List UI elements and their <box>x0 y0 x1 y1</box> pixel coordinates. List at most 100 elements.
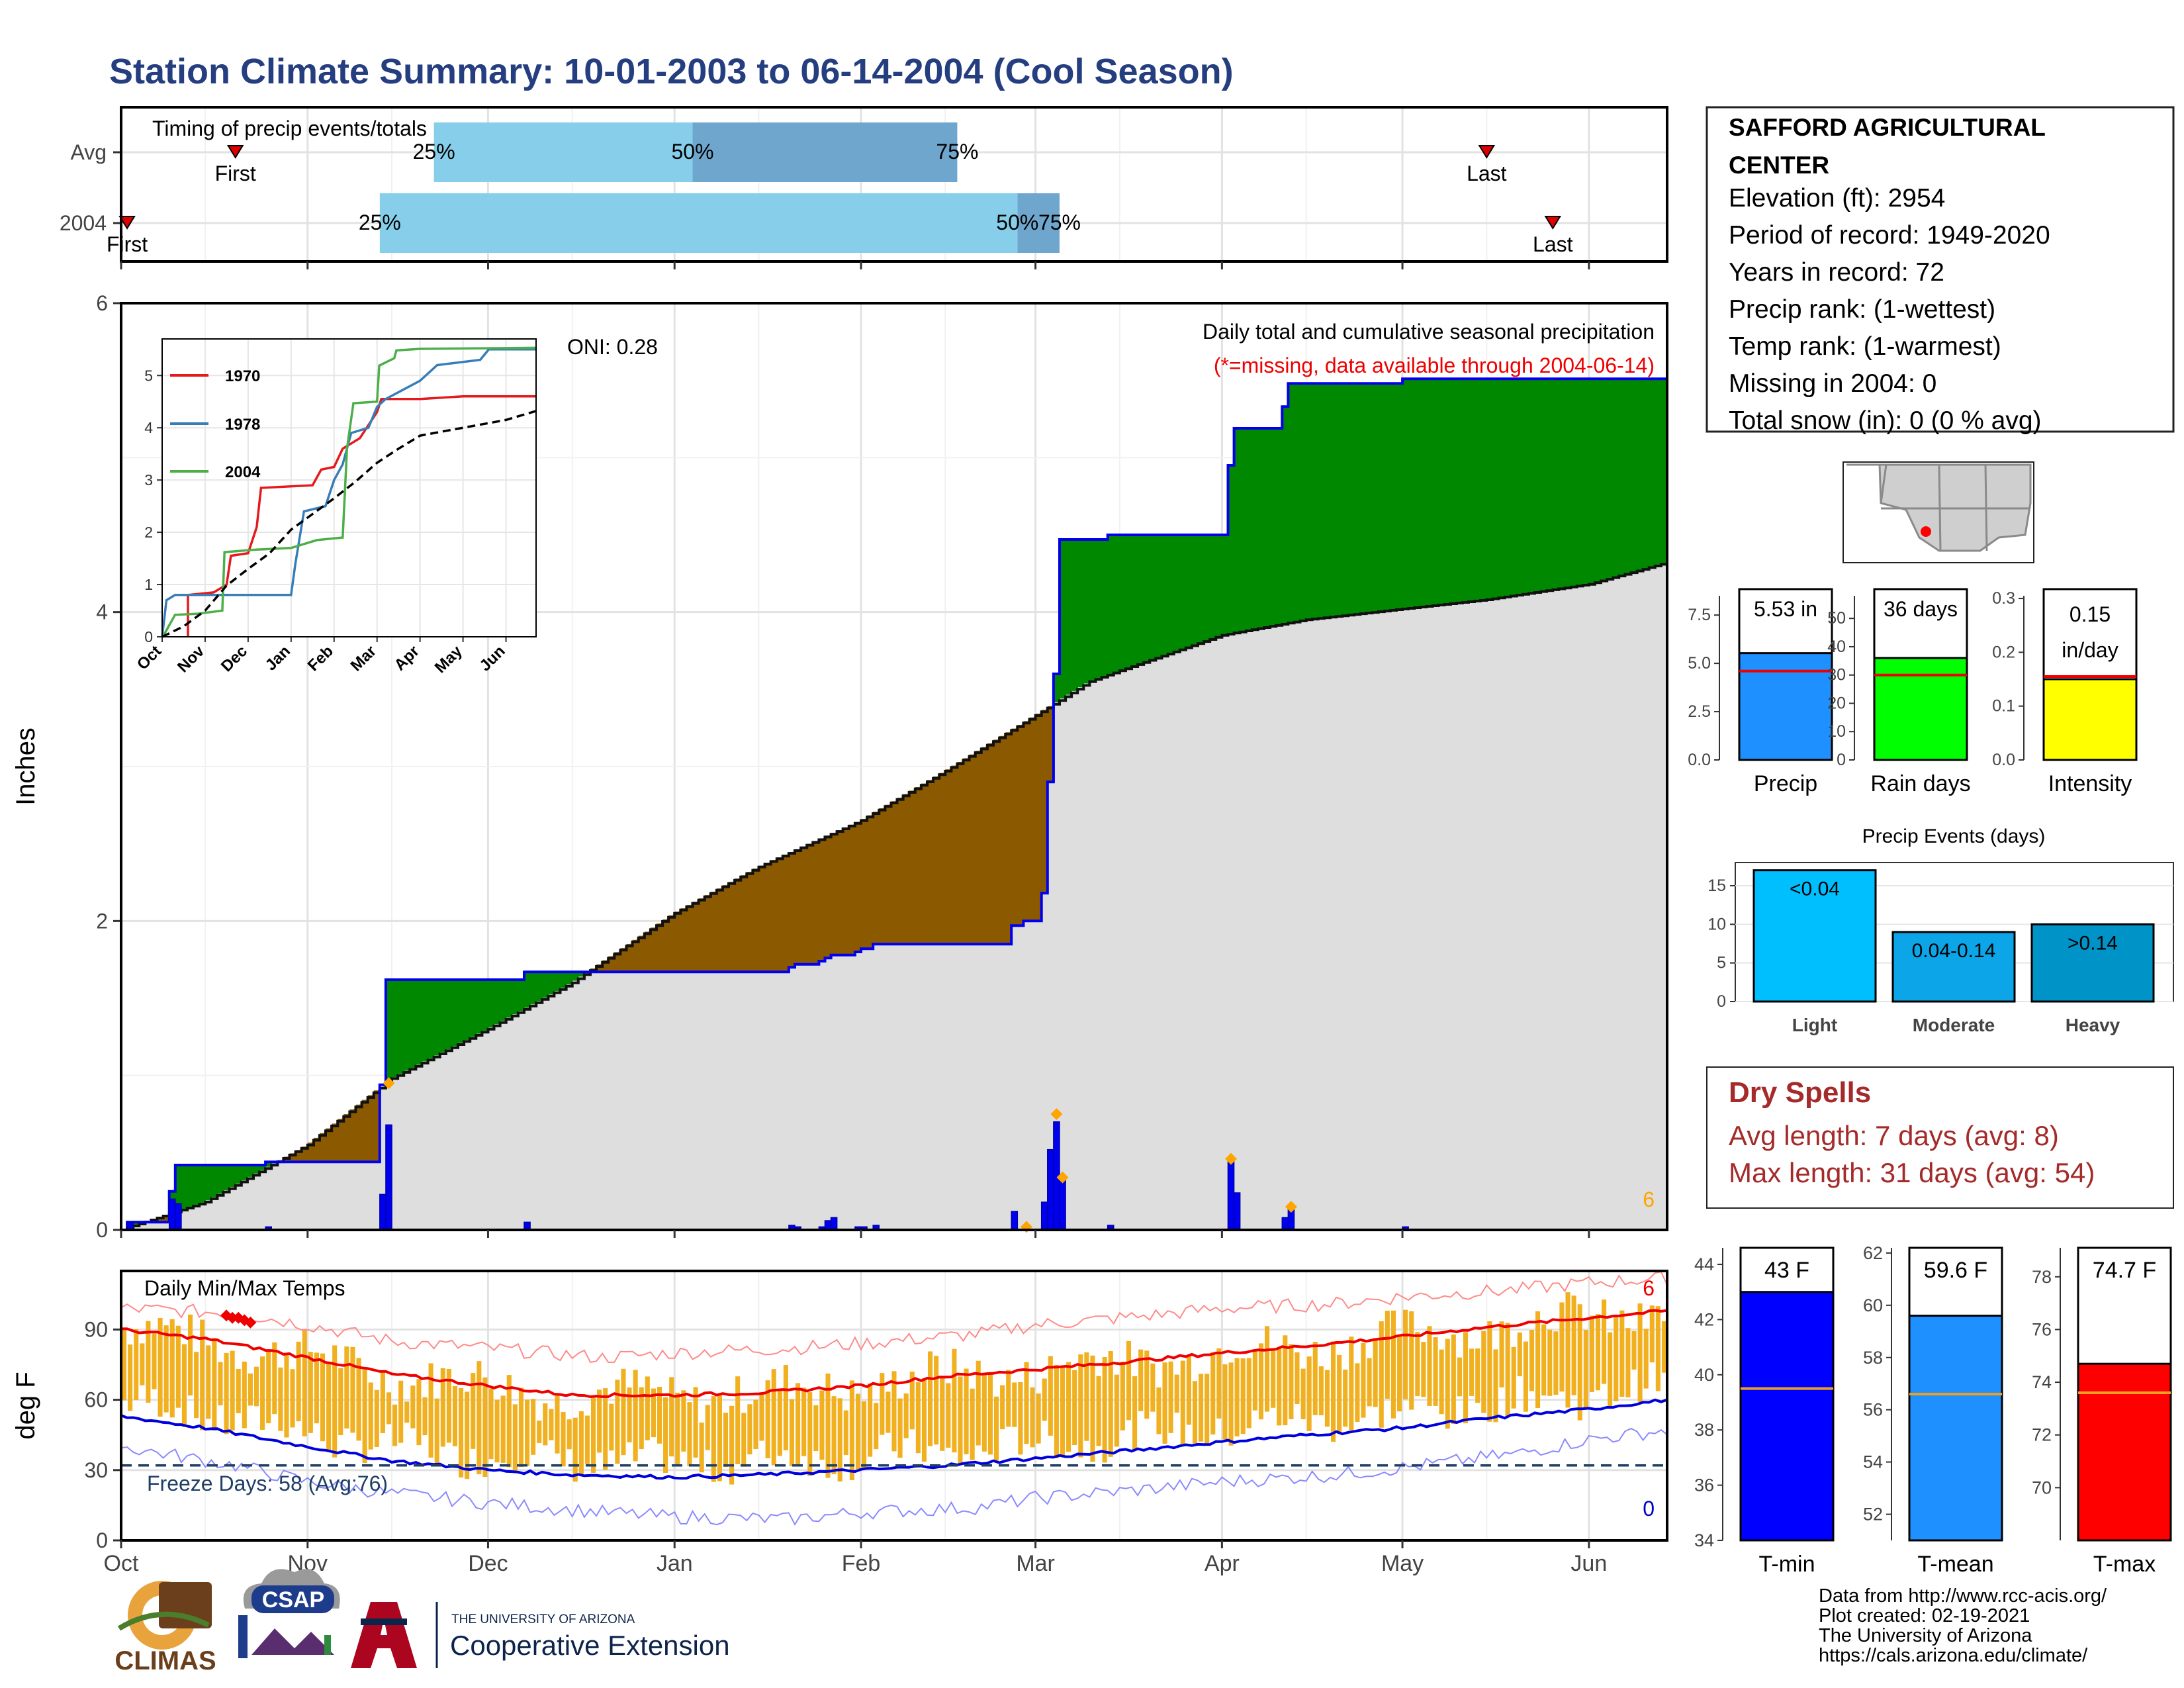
daily-temp-bar <box>1000 1385 1005 1430</box>
daily-temp-bar <box>1614 1315 1619 1401</box>
daily-temp-bar <box>537 1421 542 1444</box>
daily-temp-bar <box>1072 1370 1077 1445</box>
events-bar-label: 0.04-0.14 <box>1912 940 1996 962</box>
timing-q75-label: 75% <box>1038 211 1081 234</box>
deficit-fill <box>939 773 946 945</box>
deficit-fill <box>157 1217 164 1223</box>
daily-temp-bar <box>140 1343 145 1385</box>
daily-temp-bar <box>1199 1374 1204 1442</box>
daily-temp-bar <box>1048 1356 1053 1436</box>
surplus-fill <box>1553 379 1559 590</box>
surplus-fill <box>523 972 531 1008</box>
daily-temp-bar <box>753 1399 758 1450</box>
deficit-fill <box>993 739 1000 945</box>
daily-temp-bar <box>1589 1315 1594 1392</box>
daily-temp-bar <box>741 1413 747 1467</box>
daily-temp-bar <box>1415 1332 1420 1397</box>
surplus-fill <box>1396 383 1403 610</box>
events-bar-label: <0.04 <box>1790 878 1840 900</box>
daily-temp-bar <box>1102 1357 1107 1463</box>
summary-bar-intensity <box>2042 678 2138 761</box>
surplus-fill <box>205 1165 212 1201</box>
daily-temp-bar <box>1379 1321 1384 1428</box>
daily-temp-bar <box>1006 1370 1011 1427</box>
temps-ylabel: deg F <box>11 1372 40 1439</box>
daily-temp-bar <box>158 1317 163 1417</box>
inset-legend-label: 1978 <box>225 416 260 434</box>
surplus-fill <box>1257 428 1265 628</box>
daily-temp-bar <box>705 1405 710 1450</box>
daily-temp-bar <box>404 1401 410 1423</box>
daily-temp-bar <box>1337 1354 1342 1434</box>
daily-temp-bar <box>669 1377 674 1457</box>
daily-temp-bar <box>1517 1332 1522 1377</box>
daily-temp-bar <box>747 1404 752 1455</box>
daily-precip-bar <box>1040 1201 1048 1231</box>
deficit-fill <box>752 868 760 972</box>
surplus-fill <box>175 1165 182 1211</box>
deficit-fill <box>319 1133 326 1162</box>
daily-temp-bar <box>1571 1295 1576 1395</box>
station-elevation: Elevation (ft): 2954 <box>1729 184 1945 212</box>
deficit-fill <box>163 1215 170 1223</box>
surplus-fill <box>1185 535 1193 647</box>
deficit-fill <box>686 905 694 972</box>
figure-title: Station Climate Summary: 10-01-2003 to 0… <box>109 52 1234 91</box>
daily-temp-bar <box>735 1376 741 1464</box>
tmin-avg-line <box>120 1398 1668 1480</box>
deficit-fill <box>608 956 615 972</box>
deficit-fill <box>795 849 801 964</box>
surplus-fill <box>1661 379 1668 564</box>
daily-precip-bar <box>175 1203 182 1231</box>
station-precip-rank: Precip rank: (1-wettest) <box>1729 295 1995 324</box>
daily-temp-bar <box>422 1397 428 1436</box>
surplus-fill <box>1522 379 1529 594</box>
daily-temp-bar <box>717 1394 722 1481</box>
tmax-record-line <box>120 1271 1668 1364</box>
deficit-fill <box>289 1153 296 1162</box>
surplus-fill <box>1607 379 1614 579</box>
surplus-fill <box>1402 379 1409 609</box>
timing-row-label: Avg <box>70 140 107 164</box>
climas-text: CLIMAS <box>114 1646 216 1675</box>
daily-temp-bar <box>970 1388 975 1460</box>
deficit-fill <box>349 1109 357 1162</box>
daily-temp-bar <box>940 1377 945 1451</box>
surplus-fill <box>1547 379 1553 590</box>
daily-temp-bar <box>200 1319 205 1430</box>
deficit-fill <box>957 762 964 945</box>
daily-temp-bar <box>494 1399 500 1463</box>
daily-temp-bar <box>128 1344 133 1411</box>
tempbar-t-min <box>1739 1291 1835 1542</box>
deficit-fill <box>969 754 976 945</box>
daily-temp-bar <box>987 1373 993 1455</box>
surplus-fill <box>1234 428 1241 633</box>
surplus-fill <box>193 1165 200 1205</box>
summary-value-label: 5.53 in <box>1754 597 1817 621</box>
surplus-fill <box>1637 379 1644 571</box>
timing-bar-q50-q75 <box>1017 193 1060 253</box>
month-label: Oct <box>104 1551 139 1576</box>
deficit-fill <box>879 808 886 945</box>
deficit-fill <box>854 821 862 952</box>
daily-temp-bar <box>302 1329 307 1436</box>
surplus-fill <box>470 980 477 1037</box>
surplus-fill <box>1450 379 1457 604</box>
daily-temp-bar <box>1228 1362 1234 1446</box>
daily-temp-bar <box>1186 1355 1191 1425</box>
surplus-fill <box>464 980 471 1040</box>
daily-temp-bar <box>651 1388 656 1438</box>
locator-map <box>1843 461 2034 563</box>
timing-q50-label: 50% <box>671 140 713 164</box>
events-bar-moderate <box>1891 931 2016 1003</box>
daily-temp-bar <box>819 1390 825 1460</box>
tempbar-category-label: T-mean <box>1917 1552 1993 1577</box>
daily-temp-bar <box>512 1404 518 1472</box>
surplus-fill <box>1601 379 1608 581</box>
deficit-fill <box>813 841 819 964</box>
precip-events-chart: 0 5 10 15 <0.04 Light 0.04-0.14 Moderate >0.14 He… <box>1707 862 2174 1035</box>
daily-temp-bar <box>1541 1324 1547 1396</box>
daily-precip-bar <box>1047 1149 1054 1231</box>
daily-temp-bar <box>993 1396 999 1462</box>
